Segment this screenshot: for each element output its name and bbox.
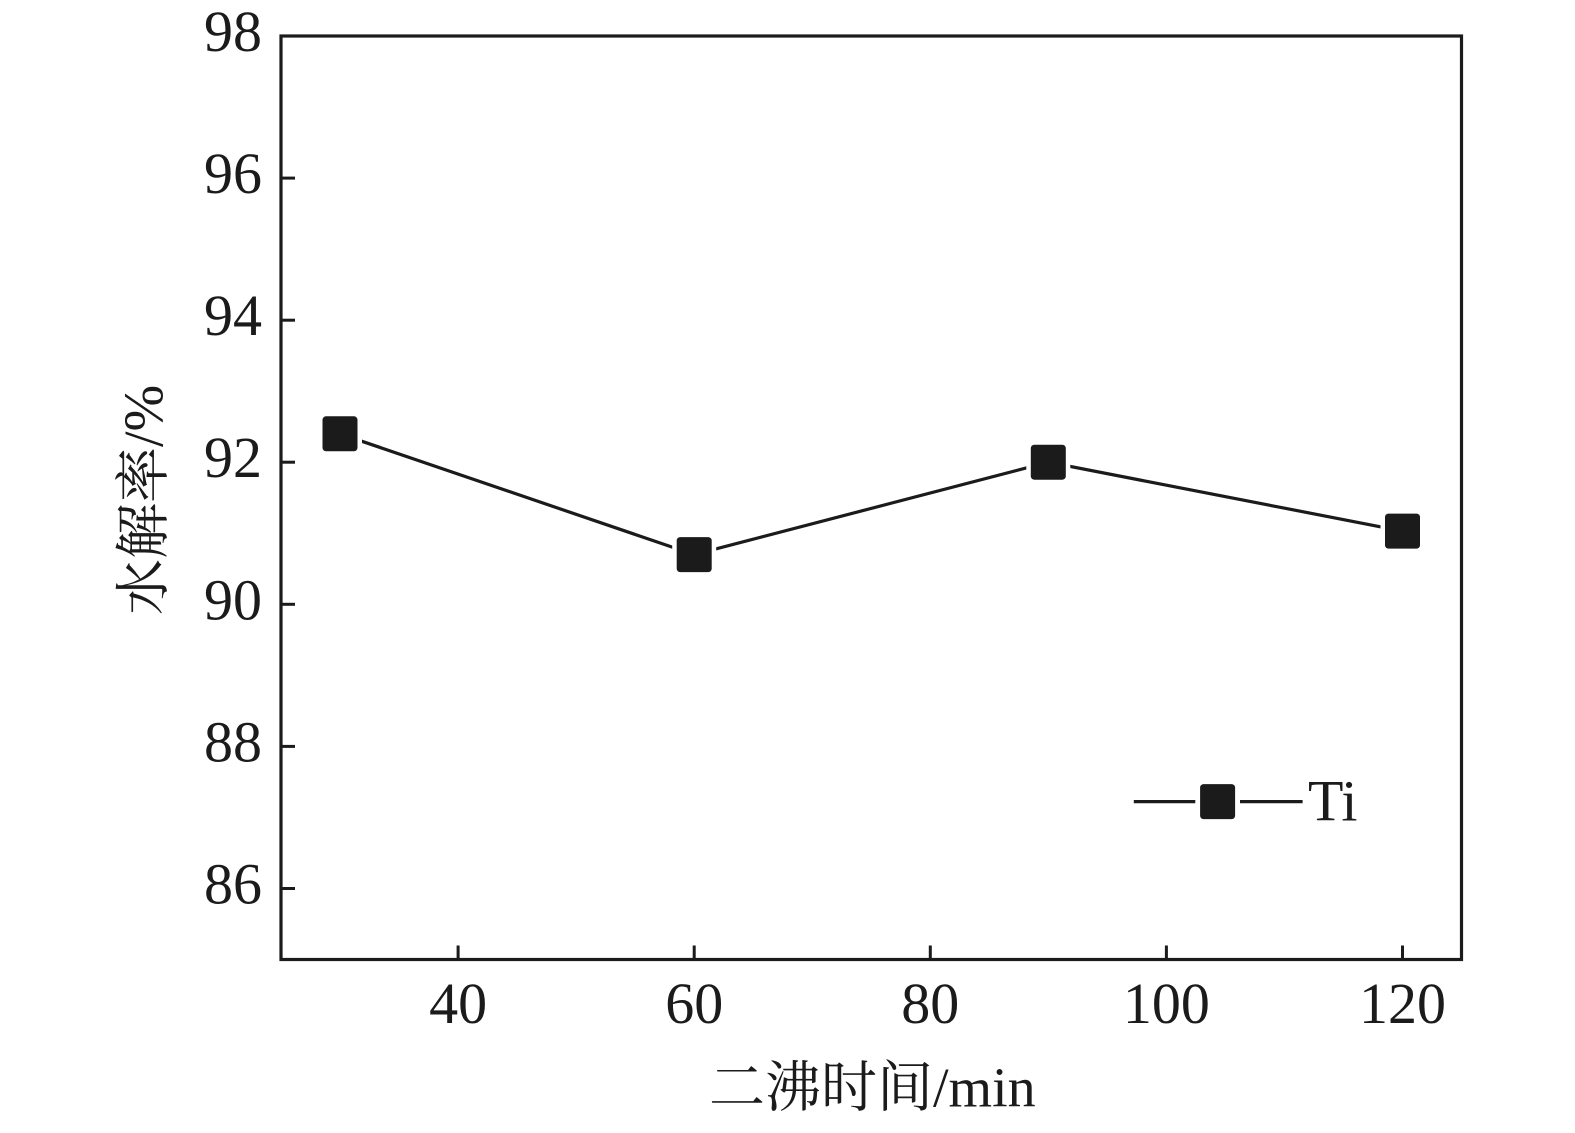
svg-text:86: 86 — [204, 852, 262, 917]
svg-text:40: 40 — [429, 971, 487, 1036]
svg-text:100: 100 — [1123, 971, 1210, 1036]
svg-text:60: 60 — [665, 971, 723, 1036]
svg-text:96: 96 — [204, 141, 262, 206]
svg-text:90: 90 — [204, 567, 262, 632]
svg-text:/%: /% — [114, 385, 176, 447]
svg-text:88: 88 — [204, 709, 262, 774]
svg-text:94: 94 — [204, 283, 262, 348]
svg-text:120: 120 — [1359, 971, 1446, 1036]
svg-text:80: 80 — [901, 971, 959, 1036]
svg-text:Ti: Ti — [1308, 769, 1358, 834]
svg-text:/min: /min — [933, 1058, 1036, 1120]
svg-text:98: 98 — [204, 0, 262, 64]
svg-text:92: 92 — [204, 425, 262, 490]
